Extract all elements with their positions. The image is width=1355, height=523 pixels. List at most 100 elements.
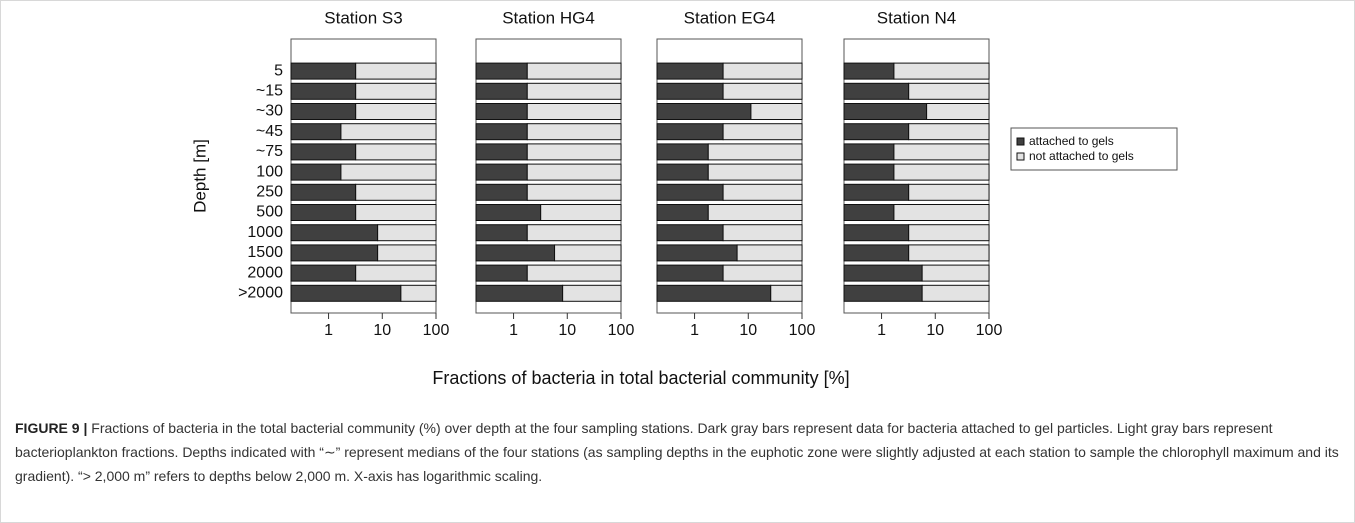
bar-segment: [526, 123, 622, 141]
x-axis-label: Fractions of bacteria in total bacterial…: [432, 368, 849, 388]
bar-segment: [400, 284, 437, 302]
bar-segment: [921, 284, 990, 302]
bar-segment: [656, 204, 709, 221]
y-tick-label: ~15: [256, 83, 283, 100]
bar-segment: [921, 264, 990, 282]
bar-segment: [475, 224, 528, 242]
bar-segment: [656, 183, 724, 201]
x-tick-label: 10: [926, 322, 944, 339]
y-tick-label: 1000: [247, 224, 283, 241]
y-tick-label: ~45: [256, 123, 283, 140]
caption-label: FIGURE 9 |: [15, 420, 88, 436]
bar-segment: [656, 62, 724, 80]
bar-segment: [540, 204, 622, 221]
bar-segment: [722, 224, 803, 242]
bar-segment: [656, 163, 709, 181]
bar-segment: [843, 103, 928, 120]
bar-segment: [722, 82, 803, 100]
bar-segment: [475, 82, 528, 100]
bar-segment: [290, 264, 357, 282]
bar-segment: [526, 62, 622, 80]
x-tick-label: 10: [739, 322, 757, 339]
y-tick-label: 500: [256, 204, 283, 221]
bar-segment: [736, 244, 803, 262]
bar-segment: [290, 123, 342, 141]
bar-segment: [722, 264, 803, 282]
bar-segment: [475, 244, 556, 262]
bar-segment: [475, 183, 528, 201]
x-tick-label: 10: [373, 322, 391, 339]
bar-segment: [843, 163, 895, 181]
bar-segment: [355, 82, 437, 100]
bar-segment: [843, 284, 923, 302]
legend-swatch: [1016, 152, 1025, 161]
bar-segment: [526, 143, 622, 161]
bar-segment: [475, 284, 564, 302]
bar-segment: [355, 264, 437, 282]
bar-segment: [526, 163, 622, 181]
bar-segment: [843, 224, 910, 242]
bar-segment: [290, 163, 342, 181]
bar-segment: [722, 62, 803, 80]
bar-segment: [290, 244, 379, 262]
bar-segment: [656, 103, 752, 120]
bar-segment: [475, 62, 528, 80]
bar-segment: [377, 244, 437, 262]
y-tick-label: 2000: [247, 264, 283, 281]
x-tick-label: 1: [509, 322, 518, 339]
bar-segment: [290, 204, 357, 221]
panel-title: Station N4: [877, 8, 956, 27]
bar-segment: [475, 163, 528, 181]
bar-segment: [707, 163, 803, 181]
bar-segment: [290, 103, 357, 120]
y-axis-label: Depth [m]: [190, 139, 209, 213]
legend-label: attached to gels: [1029, 134, 1114, 148]
chart: Depth [m] Fractions of bacteria in total…: [190, 8, 1178, 388]
bar-segment: [526, 224, 622, 242]
legend-label: not attached to gels: [1029, 149, 1134, 163]
bar-segment: [290, 143, 357, 161]
y-tick-label: 1500: [247, 244, 283, 261]
bar-segment: [340, 123, 437, 141]
bar-segment: [355, 183, 437, 201]
bar-segment: [355, 143, 437, 161]
bar-segment: [526, 103, 622, 120]
bar-segment: [926, 103, 990, 120]
bar-segment: [475, 123, 528, 141]
bar-segment: [290, 183, 357, 201]
x-tick-label: 100: [976, 322, 1003, 339]
y-tick-label: 250: [256, 184, 283, 201]
bar-segment: [656, 264, 724, 282]
x-tick-label: 1: [690, 322, 699, 339]
y-tick-label: >2000: [238, 285, 283, 302]
bar-segment: [656, 143, 709, 161]
x-tick-label: 100: [608, 322, 635, 339]
bar-segment: [656, 284, 772, 302]
bar-segment: [707, 143, 803, 161]
bar-segment: [843, 204, 895, 221]
bar-segment: [355, 103, 437, 120]
y-tick-label: ~30: [256, 103, 283, 120]
bar-segment: [750, 103, 803, 120]
bar-segment: [656, 244, 738, 262]
bar-segment: [707, 204, 803, 221]
bar-segment: [526, 264, 622, 282]
panel-title: Station HG4: [502, 8, 595, 27]
bar-segment: [893, 62, 990, 80]
bar-segment: [355, 62, 437, 80]
bar-segment: [290, 62, 357, 80]
bar-segment: [290, 82, 357, 100]
bar-segment: [656, 224, 724, 242]
bar-segment: [526, 82, 622, 100]
panel-title: Station S3: [324, 8, 402, 27]
bar-segment: [475, 204, 542, 221]
bar-segment: [526, 183, 622, 201]
legend-box: [1010, 127, 1178, 171]
x-tick-label: 10: [558, 322, 576, 339]
bar-segment: [290, 284, 402, 302]
bar-segment: [908, 82, 990, 100]
bar-segment: [377, 224, 437, 242]
bar-segment: [893, 143, 990, 161]
bar-segment: [908, 244, 990, 262]
